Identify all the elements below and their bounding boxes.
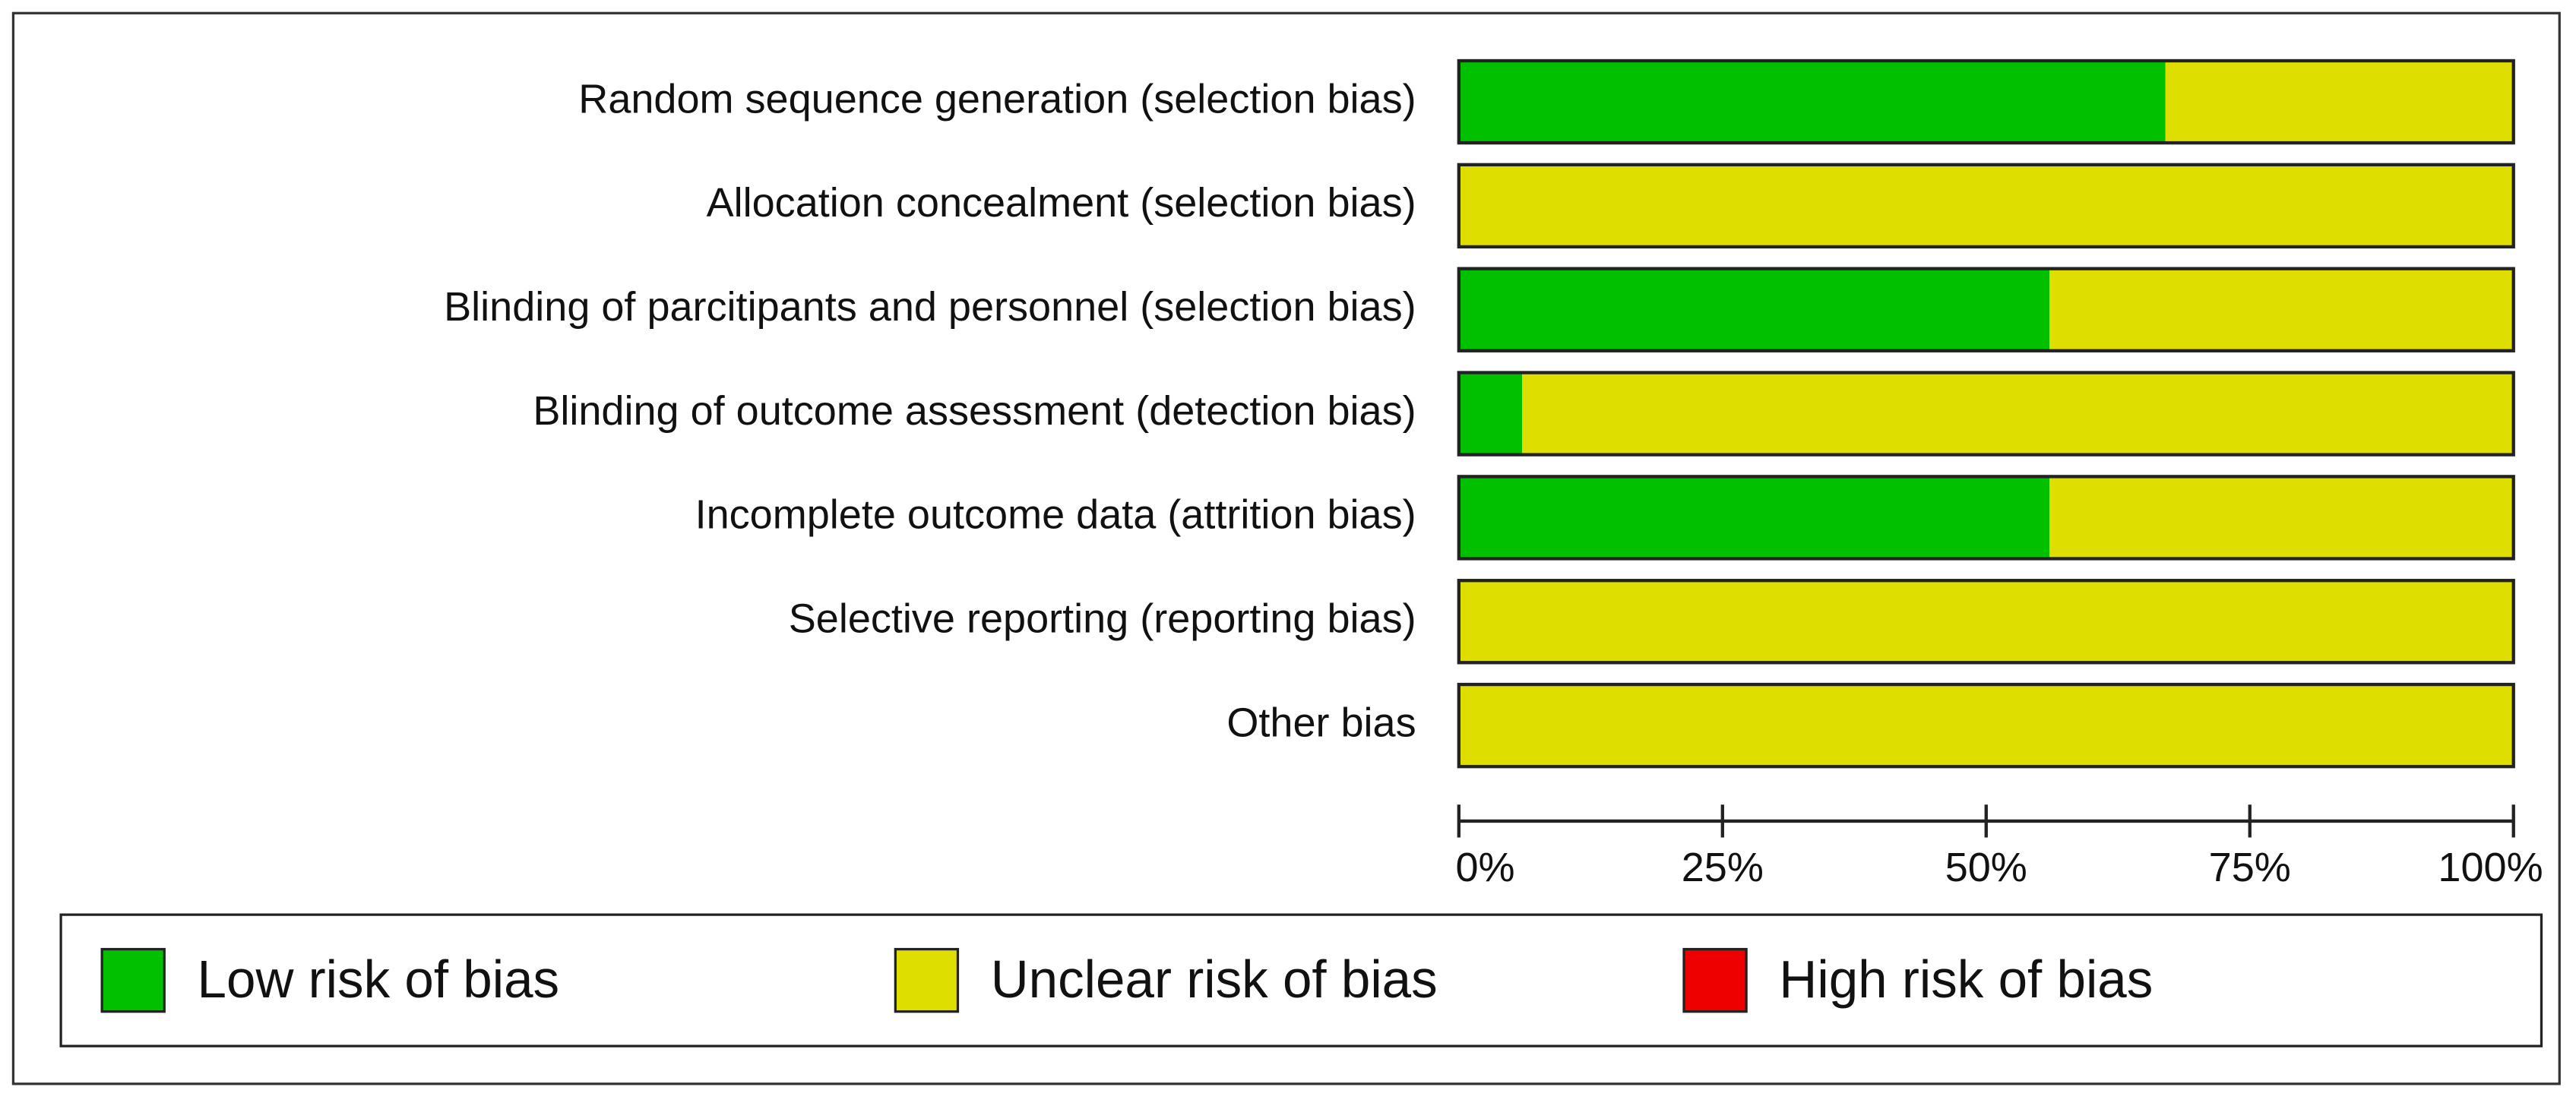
- category-label: Blinding of outcome assessment (detectio…: [533, 388, 1416, 434]
- category-label: Random sequence generation (selection bi…: [578, 76, 1416, 122]
- bar-segment: [1458, 372, 1523, 455]
- bar-segment: [1522, 372, 2514, 455]
- x-tick-label: 50%: [1945, 845, 2027, 890]
- legend-swatch: [100, 947, 166, 1013]
- bar-segment: [1458, 268, 2050, 351]
- legend-label: High risk of bias: [1779, 950, 2153, 1009]
- bar-segment: [1458, 476, 2050, 559]
- bar-outline: [1457, 58, 2515, 145]
- bar-outline: [1457, 475, 2515, 561]
- bar-segment: [1458, 684, 2514, 767]
- bar-outline: [1457, 682, 2515, 769]
- bar-segment: [2165, 60, 2514, 144]
- legend-box: [59, 913, 2543, 1048]
- legend-swatch: [1682, 947, 1748, 1013]
- legend-label: Low risk of bias: [198, 950, 560, 1009]
- bar-outline: [1457, 579, 2515, 665]
- category-label: Other bias: [1226, 700, 1416, 745]
- bar-outline: [1457, 163, 2515, 249]
- category-label: Selective reporting (reporting bias): [789, 596, 1416, 642]
- bar-segment: [1458, 580, 2514, 663]
- bar-segment: [2049, 476, 2514, 559]
- bar-outline: [1457, 371, 2515, 457]
- category-label: Blinding of parcitipants and personnel (…: [444, 284, 1416, 330]
- x-tick-label: 100%: [2438, 845, 2543, 890]
- category-label: Allocation concealment (selection bias): [707, 180, 1416, 226]
- bar-segment: [1458, 164, 2514, 247]
- legend-swatch: [894, 947, 960, 1013]
- bar-outline: [1457, 267, 2515, 352]
- outer-frame: [11, 11, 2561, 1085]
- bar-segment: [1458, 60, 2166, 144]
- x-tick-label: 25%: [1682, 845, 1764, 890]
- x-tick-label: 0%: [1456, 845, 1515, 890]
- x-tick-label: 75%: [2209, 845, 2291, 890]
- bar-segment: [2049, 268, 2514, 351]
- legend-label: Unclear risk of bias: [991, 950, 1438, 1009]
- category-label: Incomplete outcome data (attrition bias): [695, 492, 1416, 538]
